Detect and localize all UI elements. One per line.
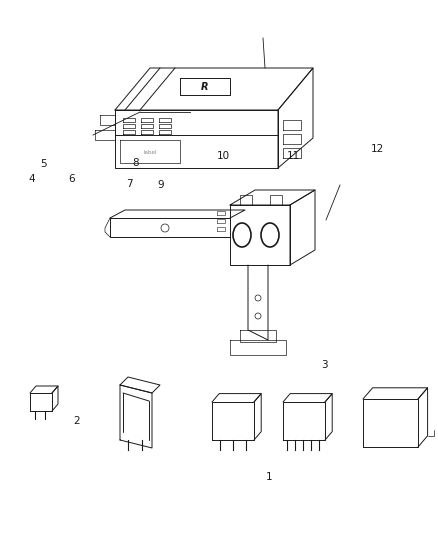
Text: 8: 8 [132,158,139,167]
Text: R: R [201,82,209,92]
Text: 7: 7 [126,179,133,189]
Text: 3: 3 [321,360,328,370]
Text: 6: 6 [68,174,75,183]
Text: 2: 2 [73,416,80,426]
Text: 9: 9 [158,181,165,190]
Text: 5: 5 [40,159,47,169]
Text: 1: 1 [266,472,273,482]
Text: 12: 12 [371,144,384,154]
Text: label: label [143,149,157,155]
Text: 10: 10 [217,151,230,161]
Text: 11: 11 [287,151,300,161]
Text: 4: 4 [28,174,35,183]
